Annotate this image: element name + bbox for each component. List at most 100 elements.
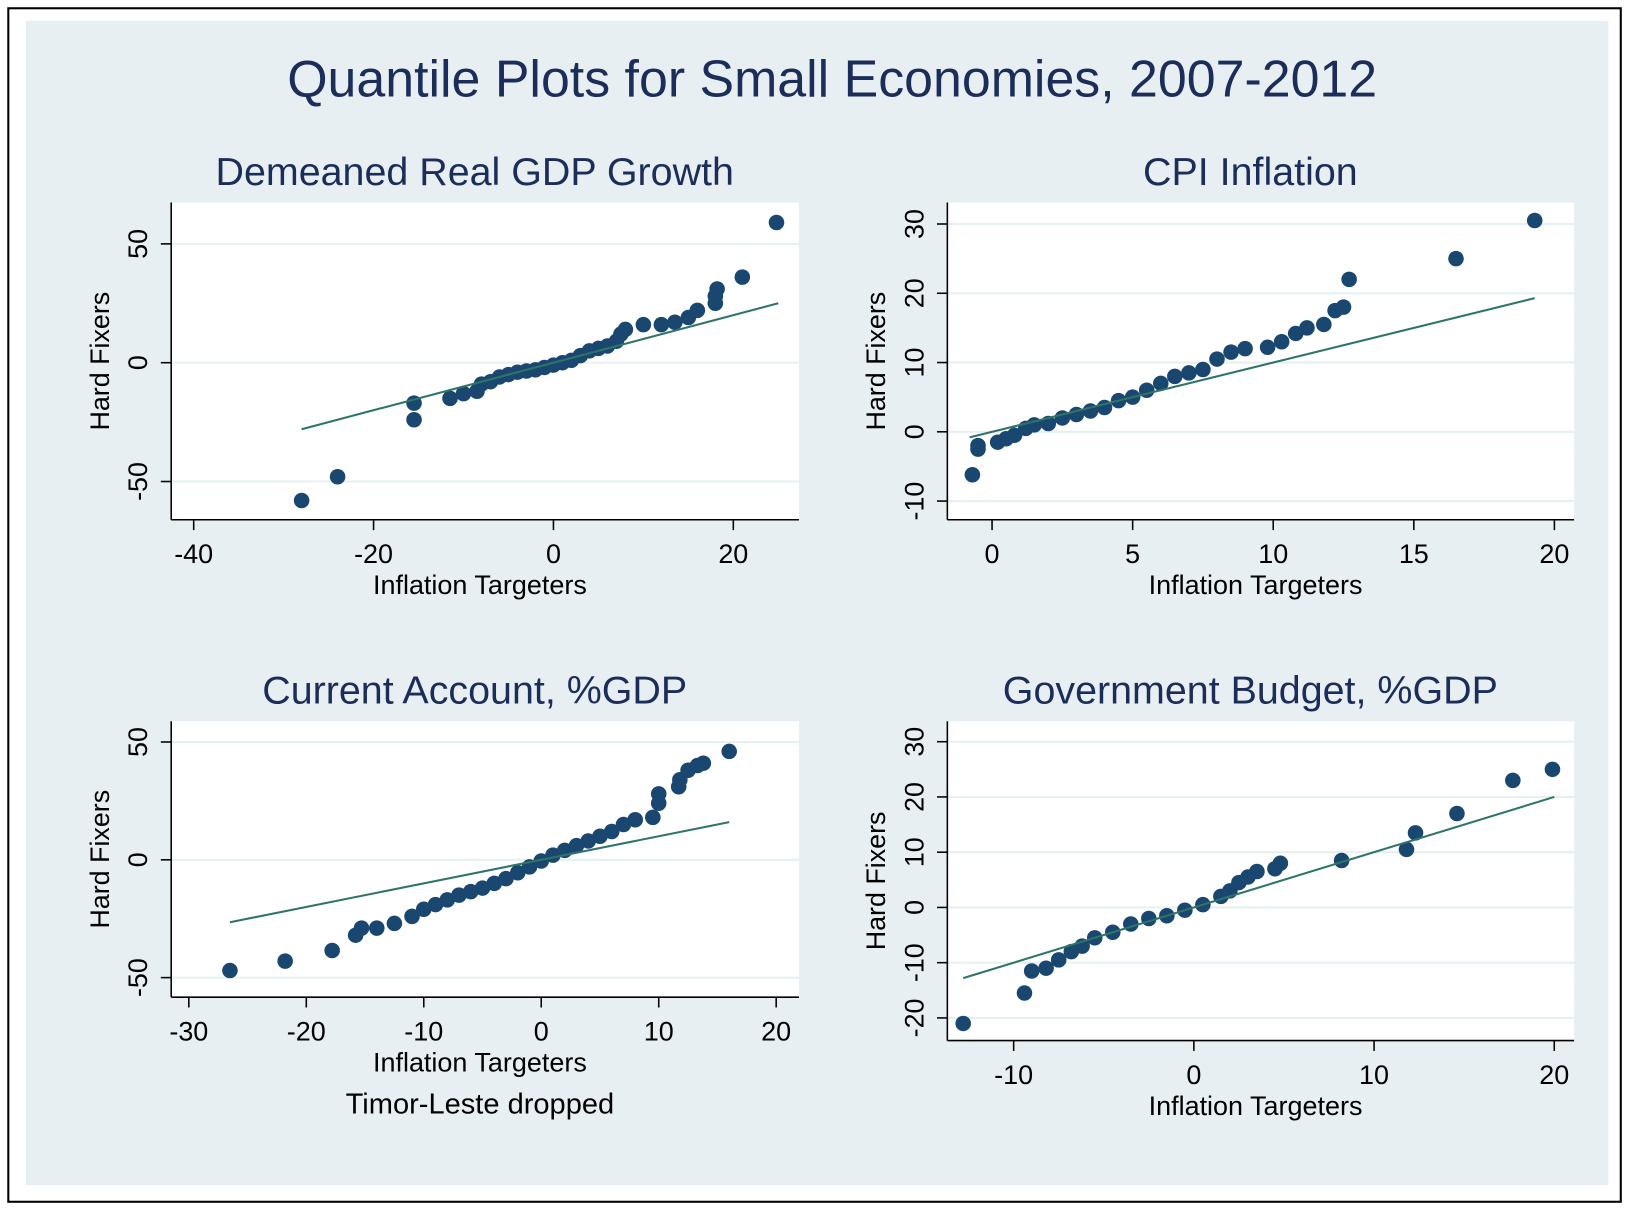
point	[353, 920, 370, 936]
y-tick-label: 10	[899, 348, 929, 378]
y-tick-label: 30	[899, 727, 929, 757]
point	[1448, 250, 1464, 267]
point	[603, 823, 620, 840]
x-tick-label: 0	[534, 1016, 549, 1046]
y-tick-label: 50	[123, 727, 153, 757]
x-tick-label: 0	[1186, 1060, 1201, 1090]
x-tick-label: 10	[644, 1016, 674, 1046]
y-tick-label: 10	[899, 837, 929, 867]
point	[689, 302, 706, 319]
x-tick-label: 0	[985, 539, 1000, 569]
x-tick-label: -10	[994, 1060, 1033, 1090]
point	[509, 865, 526, 881]
point	[462, 883, 479, 900]
point	[1259, 339, 1276, 356]
point	[222, 962, 238, 979]
point	[427, 896, 444, 913]
point	[1167, 368, 1183, 385]
point	[615, 816, 632, 833]
point	[653, 316, 670, 333]
point	[486, 875, 503, 892]
point	[533, 853, 550, 869]
panel-title: Current Account, %GDP	[262, 669, 687, 713]
x-tick-label: 10	[1359, 1060, 1389, 1090]
plot-area	[947, 202, 1575, 520]
point	[1316, 316, 1332, 333]
point	[667, 314, 683, 331]
point	[650, 786, 667, 802]
y-tick-label: 50	[123, 229, 153, 259]
x-tick-label: -20	[287, 1016, 326, 1046]
y-tick-label: 20	[899, 782, 929, 812]
point	[451, 887, 467, 903]
plot-area	[171, 202, 799, 520]
point	[1016, 985, 1033, 1001]
point	[1006, 427, 1023, 444]
point	[635, 316, 652, 333]
y-tick-label: -20	[899, 999, 929, 1038]
point	[1341, 271, 1357, 288]
point	[415, 901, 432, 918]
point	[1181, 365, 1197, 381]
reference-line	[962, 795, 1555, 980]
y-tick-label: 0	[123, 852, 153, 867]
point	[1398, 841, 1415, 858]
x-tick-label: 20	[761, 1016, 791, 1046]
point	[386, 915, 403, 932]
x-tick-label: -10	[404, 1016, 443, 1046]
y-tick-label: 0	[899, 900, 929, 915]
point	[1237, 340, 1253, 357]
y-tick-label: -10	[899, 482, 929, 521]
point	[617, 321, 634, 338]
y-tick-label: -50	[123, 958, 153, 997]
point	[324, 942, 340, 959]
point	[1050, 952, 1067, 968]
point	[1038, 960, 1054, 976]
point	[592, 828, 608, 844]
y-tick-label: 20	[899, 278, 929, 308]
x-tick-label: 15	[1399, 539, 1429, 569]
y-axis-label: Hard Fixers	[85, 292, 115, 431]
point	[734, 269, 751, 285]
reference-line	[301, 302, 779, 431]
point	[1249, 863, 1265, 880]
panel-title: Government Budget, %GDP	[1003, 669, 1498, 713]
point	[1335, 299, 1352, 315]
y-tick-label: -10	[899, 943, 929, 982]
point	[277, 953, 293, 969]
point	[1195, 361, 1211, 378]
point	[695, 755, 712, 771]
point	[580, 833, 597, 849]
point	[721, 743, 737, 760]
point	[406, 411, 422, 428]
point	[329, 469, 346, 485]
x-tick-label: 0	[546, 539, 561, 569]
point	[768, 214, 785, 231]
point	[1152, 375, 1169, 392]
point	[955, 1015, 971, 1032]
point	[369, 920, 385, 936]
point	[1223, 344, 1239, 360]
point	[1299, 320, 1315, 336]
x-axis-label: Inflation Targeters	[1149, 570, 1363, 600]
point	[474, 880, 491, 896]
point	[645, 809, 661, 826]
x-tick-label: 10	[1258, 539, 1288, 569]
y-tick-label: 0	[123, 355, 153, 370]
point	[964, 466, 981, 483]
point	[439, 892, 456, 908]
point	[1449, 805, 1465, 822]
point	[498, 870, 514, 887]
figure-title: Quantile Plots for Small Economies, 2007…	[287, 49, 1377, 107]
point	[1544, 761, 1561, 778]
x-tick-label: -20	[354, 539, 393, 569]
point	[1209, 351, 1225, 367]
y-tick-label: 30	[899, 209, 929, 239]
point	[1526, 212, 1543, 229]
plot-area	[947, 721, 1575, 1041]
point	[1023, 963, 1040, 979]
reference-line	[229, 821, 730, 924]
y-tick-label: 0	[899, 424, 929, 439]
point	[293, 492, 310, 509]
